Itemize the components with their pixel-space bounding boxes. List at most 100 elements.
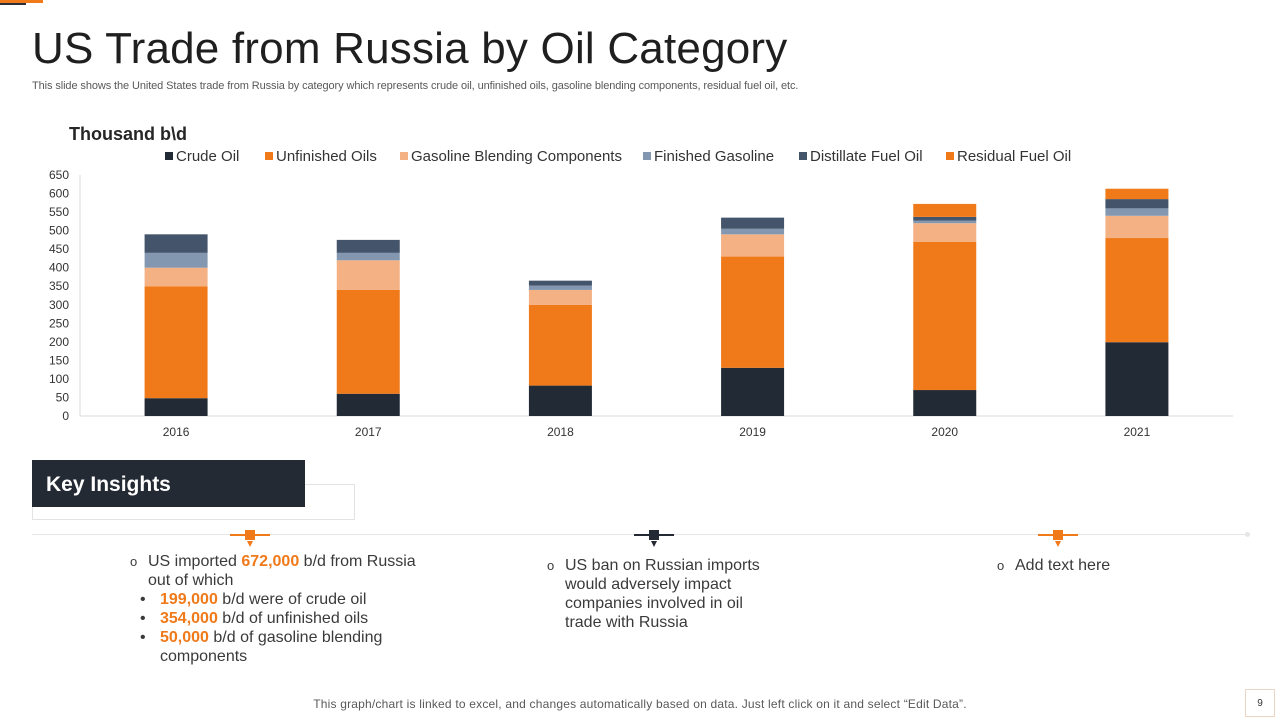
timeline-marker-3 (1038, 529, 1078, 549)
legend-swatch (799, 152, 807, 160)
y-tick-label: 50 (56, 390, 70, 404)
insight-2-main: o US ban on Russian imports would advers… (547, 556, 777, 632)
legend-label: Residual Fuel Oil (957, 148, 1071, 165)
bar-segment-unfinished-oils (144, 286, 208, 399)
bar-segment-crude-oil (1105, 342, 1169, 416)
bar-segment-unfinished-oils (336, 289, 400, 394)
y-tick-label: 450 (49, 242, 69, 256)
bar-segment-gasoline-blending-components (1105, 215, 1169, 239)
bar-segment-crude-oil (913, 390, 977, 416)
bar-segment-distillate-fuel-oil (144, 234, 208, 253)
x-tick-label: 2016 (163, 425, 190, 439)
bullet-1-text: b/d were of crude oil (217, 591, 367, 608)
bar-segment-finished-gasoline (1105, 208, 1169, 216)
bar-segment-distillate-fuel-oil (913, 216, 977, 221)
bullet-2-text: b/d of unfinished oils (217, 610, 369, 627)
legend-label: Unfinished Oils (276, 148, 377, 165)
bullet-dot-icon: • (140, 591, 146, 608)
timeline-end-dot (1245, 532, 1250, 537)
page-title: US Trade from Russia by Oil Category (32, 24, 788, 73)
timeline-marker-1 (230, 529, 270, 549)
bar-segment-finished-gasoline (721, 228, 785, 235)
insight-column-1: o US imported 672,000 b/d from Russia ou… (130, 552, 430, 666)
y-tick-label: 250 (49, 316, 69, 330)
insight-2-text: US ban on Russian imports would adversel… (565, 557, 760, 631)
bullet-1-highlight: 199,000 (160, 591, 218, 608)
y-tick-label: 200 (49, 335, 69, 349)
y-axis-label: Thousand b\d (69, 124, 187, 144)
x-tick-label: 2021 (1124, 425, 1151, 439)
bar-segment-gasoline-blending-components (528, 289, 592, 305)
x-tick-label: 2018 (547, 425, 574, 439)
bar-segment-unfinished-oils (1105, 238, 1169, 343)
stacked-bar-chart[interactable]: Thousand b\d Crude Oil Unfinished Oils Gaso… (0, 115, 1280, 455)
bar-segment-finished-gasoline (144, 252, 208, 268)
y-tick-label: 550 (49, 205, 69, 219)
y-tick-label: 150 (49, 353, 69, 367)
y-tick-label: 500 (49, 224, 69, 238)
bar-segment-distillate-fuel-oil (1105, 199, 1169, 209)
corner-accent-dark (0, 3, 26, 5)
insight-column-3: o Add text here (997, 556, 1197, 575)
legend-label: Finished Gasoline (654, 148, 774, 165)
bar-segment-crude-oil (528, 385, 592, 416)
legend-swatch (400, 152, 408, 160)
bar-segment-gasoline-blending-components (144, 267, 208, 287)
bar-segment-crude-oil (336, 393, 400, 416)
insight-3-main: o Add text here (997, 556, 1197, 575)
insight-1-text-post: b/d from Russia out of which (148, 553, 416, 589)
circle-bullet-icon: o (997, 558, 1005, 573)
x-tick-label: 2020 (931, 425, 958, 439)
bar-segment-gasoline-blending-components (336, 260, 400, 290)
legend-label: Crude Oil (176, 148, 239, 165)
legend-swatch (643, 152, 651, 160)
circle-bullet-icon: o (130, 554, 138, 569)
x-tick-label: 2019 (739, 425, 766, 439)
y-tick-label: 400 (49, 261, 69, 275)
insight-1-text-pre: US imported (148, 553, 242, 570)
bar-segment-distillate-fuel-oil (528, 280, 592, 286)
legend-swatch (165, 152, 173, 160)
key-insights-header: Key Insights (32, 460, 305, 507)
y-tick-label: 350 (49, 279, 69, 293)
insight-1-bullet-1: • 199,000 b/d were of crude oil (130, 590, 430, 609)
page-subtitle: This slide shows the United States trade… (32, 80, 799, 92)
y-tick-label: 300 (49, 298, 69, 312)
insight-1-main: o US imported 672,000 b/d from Russia ou… (130, 552, 430, 590)
bar-segment-distillate-fuel-oil (336, 239, 400, 253)
bar-segment-residual-fuel-oil (1105, 188, 1169, 200)
bar-segment-unfinished-oils (528, 304, 592, 386)
legend-label: Gasoline Blending Components (411, 148, 622, 165)
y-tick-label: 100 (49, 372, 69, 386)
bullet-2-highlight: 354,000 (160, 610, 218, 627)
page-number: 9 (1245, 689, 1275, 717)
bar-segment-crude-oil (721, 367, 785, 416)
insight-1-bullet-2: • 354,000 b/d of unfinished oils (130, 609, 430, 628)
bar-segment-finished-gasoline (336, 252, 400, 261)
insight-1-highlight: 672,000 (241, 553, 300, 570)
y-tick-label: 0 (62, 409, 69, 423)
corner-accent (0, 0, 43, 3)
bullet-3-text: b/d of gasoline blending components (160, 629, 383, 665)
key-insights-title: Key Insights (46, 473, 171, 496)
insight-column-2: o US ban on Russian imports would advers… (547, 556, 777, 632)
bullet-3-highlight: 50,000 (160, 629, 209, 646)
bar-segment-distillate-fuel-oil (721, 217, 785, 229)
x-tick-label: 2017 (355, 425, 382, 439)
legend-label: Distillate Fuel Oil (810, 148, 923, 165)
bullet-dot-icon: • (140, 610, 146, 627)
legend-swatch (265, 152, 273, 160)
y-tick-label: 600 (49, 187, 69, 201)
timeline-marker-2 (634, 529, 674, 549)
bar-segment-residual-fuel-oil (913, 203, 977, 217)
bullet-dot-icon: • (140, 629, 146, 646)
insight-1-bullet-3: • 50,000 b/d of gasoline blending compon… (130, 628, 400, 666)
legend-swatch (946, 152, 954, 160)
bar-segment-gasoline-blending-components (913, 223, 977, 242)
footer-note: This graph/chart is linked to excel, and… (313, 697, 967, 711)
bar-segment-finished-gasoline (528, 285, 592, 290)
bar-segment-finished-gasoline (913, 220, 977, 224)
bar-segment-crude-oil (144, 398, 208, 416)
bar-segment-unfinished-oils (913, 241, 977, 391)
bar-segment-gasoline-blending-components (721, 234, 785, 257)
